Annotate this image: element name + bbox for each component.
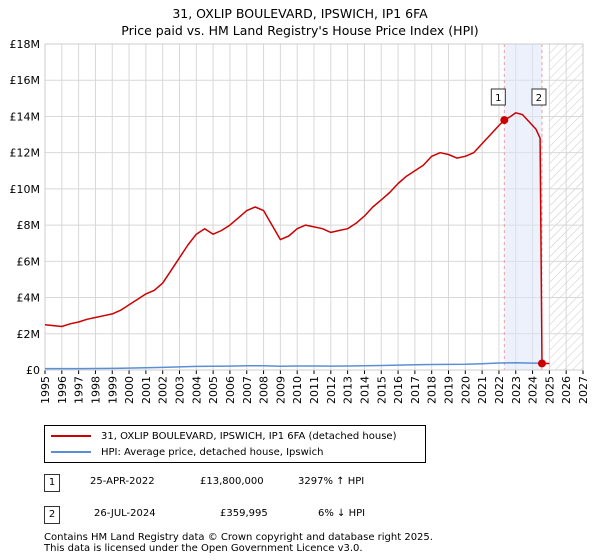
- y-tick-label: £10M: [10, 183, 41, 196]
- legend-swatch-hpi: [51, 451, 91, 453]
- chart-subtitle: Price paid vs. HM Land Registry's House …: [121, 23, 479, 38]
- x-tick-label: 2027: [577, 376, 590, 404]
- marker-label-box: [490, 88, 506, 106]
- x-tick-label: 2013: [342, 376, 355, 404]
- x-tick-label: 2010: [291, 376, 304, 404]
- y-tick-label: £18M: [10, 38, 41, 51]
- marker-label-text: 1: [495, 93, 501, 104]
- transaction-price: £359,995: [220, 508, 268, 519]
- axis-layer: £0 £2M £4M £6M £8M £10M £12M £14M £16M £18M 1995 19…: [10, 38, 591, 404]
- transaction-price: £13,800,000: [200, 476, 264, 487]
- y-tick-label: £4M: [17, 292, 41, 305]
- x-tick-label: 2008: [258, 376, 271, 404]
- chart-title: 31, OXLIP BOULEVARD, IPSWICH, IP1 6FA: [172, 6, 428, 21]
- marker-label-box: [531, 88, 547, 106]
- x-tick-label: 1997: [73, 376, 86, 404]
- transaction-row: 2 26-JUL-2024 £359,995 6% ↓ HPI: [44, 506, 584, 524]
- x-tick-label: 2003: [174, 376, 187, 404]
- transaction-hpi-diff: 3297% ↑ HPI: [298, 476, 365, 487]
- transaction-date: 26-JUL-2024: [94, 508, 156, 519]
- legend-item-property: 31, OXLIP BOULEVARD, IPSWICH, IP1 6FA (d…: [51, 429, 397, 443]
- x-tick-label: 2017: [409, 376, 422, 404]
- x-tick-label: 2024: [527, 376, 540, 404]
- x-tick-label: 2000: [123, 376, 136, 404]
- x-tick-label: 2012: [325, 376, 338, 404]
- x-tick-label: 2018: [426, 376, 439, 404]
- x-tick-label: 2004: [190, 376, 203, 404]
- property-price-line: [44, 112, 550, 365]
- x-tick-label: 1995: [39, 376, 52, 404]
- series-layer: [44, 112, 550, 370]
- x-tick-label: 2022: [493, 376, 506, 404]
- x-tick-label: 1996: [56, 376, 69, 404]
- x-tick-label: 2020: [459, 376, 472, 404]
- plot-border: [44, 43, 584, 371]
- legend-swatch-property: [51, 435, 91, 437]
- footer-line-1: Contains HM Land Registry data © Crown c…: [44, 532, 433, 543]
- y-tick-label: £6M: [17, 255, 41, 268]
- legend-item-hpi: HPI: Average price, detached house, Ipsw…: [51, 445, 323, 459]
- footer-attribution: Contains HM Land Registry data © Crown c…: [44, 532, 433, 554]
- x-tick-label: 2021: [476, 376, 489, 404]
- chart-legend: 31, OXLIP BOULEVARD, IPSWICH, IP1 6FA (d…: [44, 425, 426, 463]
- marker-label-text: 2: [536, 93, 542, 104]
- y-tick-label: £14M: [10, 110, 41, 123]
- y-tick-label: £8M: [17, 219, 41, 232]
- x-tick-label: 2011: [308, 376, 321, 404]
- y-tick-label: £0: [26, 364, 40, 377]
- x-tick-label: 2025: [543, 376, 556, 404]
- x-tick-label: 2016: [392, 376, 405, 404]
- x-tick-label: 2026: [560, 376, 573, 404]
- x-tick-label: 2005: [207, 376, 220, 404]
- transaction-number-badge: 1: [44, 474, 60, 492]
- legend-label-hpi: HPI: Average price, detached house, Ipsw…: [101, 446, 324, 458]
- y-tick-label: £16M: [10, 74, 41, 87]
- transaction-date: 25-APR-2022: [90, 476, 155, 487]
- x-tick-label: 2007: [241, 376, 254, 404]
- x-tick-label: 1999: [106, 376, 119, 404]
- y-tick-label: £12M: [10, 147, 41, 160]
- x-tick-label: 2006: [224, 376, 237, 404]
- hpi-line: [45, 362, 543, 370]
- price-chart: £0 £2M £4M £6M £8M £10M £12M £14M £16M £18M 1995 19…: [10, 38, 591, 404]
- x-tick-label: 2023: [510, 376, 523, 404]
- x-tick-label: 2009: [274, 376, 287, 404]
- x-tick-label: 1998: [89, 376, 102, 404]
- transaction-number-badge: 2: [44, 506, 60, 524]
- sale-point-marker: [500, 116, 509, 125]
- x-tick-label: 2015: [375, 376, 388, 404]
- transaction-hpi-diff: 6% ↓ HPI: [318, 508, 366, 519]
- y-tick-label: £2M: [17, 328, 41, 341]
- sale-point-marker: [537, 359, 546, 368]
- x-tick-label: 2014: [358, 376, 371, 404]
- transaction-row: 1 25-APR-2022 £13,800,000 3297% ↑ HPI: [44, 474, 584, 492]
- x-tick-label: 2001: [140, 376, 153, 404]
- footer-line-2: This data is licensed under the Open Gov…: [44, 543, 363, 554]
- x-tick-label: 2019: [443, 376, 456, 404]
- x-tick-label: 2002: [157, 376, 170, 404]
- legend-label-property: 31, OXLIP BOULEVARD, IPSWICH, IP1 6FA (d…: [101, 430, 397, 442]
